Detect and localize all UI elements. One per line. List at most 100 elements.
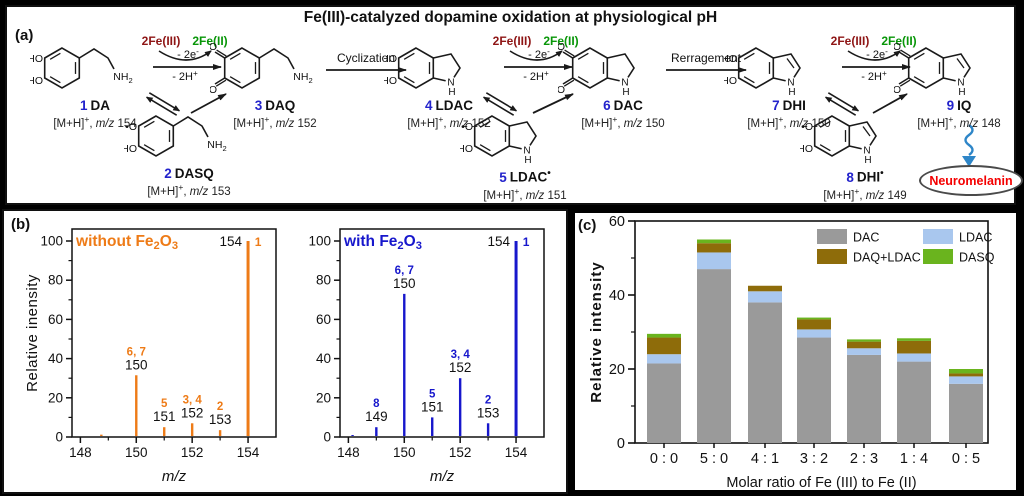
compound-caption: 1 DA: [79, 98, 110, 113]
cyclization-arrow: Cyclization: [326, 51, 407, 73]
panel-a-reaction-scheme: Fe(III)-catalyzed dopamine oxidation at …: [5, 5, 1023, 205]
fe-redox-arrow-3: 2Fe(III) 2Fe(II)- 2e- - 2H+: [831, 34, 917, 83]
svg-text:•O: •O: [801, 121, 813, 133]
svg-text:DASQ: DASQ: [959, 251, 995, 265]
svg-text:H: H: [448, 87, 455, 98]
compound-9-IQ: O O N H 9 IQ [M+H]+, m/z 148: [889, 35, 1024, 131]
bar-3:2-DAC: [797, 337, 831, 443]
x-tick-4:1: 4 : 1: [751, 451, 779, 467]
compound-5-LDAC-radical: •O HO N H 5 LDAC• [M+H]+, m/z 151: [455, 103, 595, 202]
svg-text:- 2H+: - 2H+: [523, 69, 549, 83]
svg-text:HO: HO: [724, 53, 737, 65]
svg-text:- 2e-: - 2e-: [866, 47, 888, 61]
fe-redox-arrow-1: 2Fe(III) 2Fe(II)- 2e- - 2H+: [142, 34, 228, 83]
compound-caption: 8 DHI•: [846, 168, 884, 185]
bar-0:0-DASQ: [647, 333, 681, 338]
svg-text:152: 152: [181, 405, 204, 420]
svg-text:1: 1: [523, 235, 530, 249]
svg-text:154: 154: [220, 234, 243, 249]
bar-0:5-DAQ+LDAC: [949, 373, 983, 377]
spectrum-title: with Fe2O3: [343, 233, 422, 252]
bar-2:3-LDAC: [847, 348, 881, 355]
legend-item-DAQ+LDAC: DAQ+LDAC: [817, 249, 921, 265]
svg-text:HO: HO: [30, 75, 43, 87]
structure-DASQ: [137, 115, 209, 157]
panel-b-label: (b): [11, 216, 31, 233]
chart-ticks: [628, 220, 967, 448]
reaction-arrows-layer: 2Fe(III) 2Fe(II)- 2e-- 2H+2Fe(III) 2Fe(II)…: [142, 34, 976, 167]
arrow-dhir-to-iq: [872, 93, 908, 114]
svg-text:NH2: NH2: [293, 71, 312, 85]
svg-text:HO: HO: [724, 75, 737, 87]
bar-2:3-DAQ+LDAC: [847, 341, 881, 349]
bar-1:4-LDAC: [897, 353, 931, 362]
svg-text:153: 153: [209, 412, 232, 427]
svg-text:5: 5: [161, 398, 168, 410]
svg-text:154: 154: [505, 445, 528, 460]
legend-item-LDAC: LDAC: [923, 229, 992, 245]
spectrum-axes: [339, 228, 545, 438]
structure-LDAC: [397, 47, 461, 89]
svg-text:153: 153: [477, 405, 500, 420]
panel-c-bar-chart: (c) 0 20 40 60 0 : 0 5 : 0 4 : 1 3 : 2 2 : 3 1 : …: [571, 209, 1020, 494]
svg-text:- 2H+: - 2H+: [172, 69, 198, 83]
svg-text:20: 20: [609, 362, 625, 378]
x-tick-5:0: 5 : 0: [700, 451, 728, 467]
neuromelanin-endpoint: Neuromelanin: [919, 165, 1023, 196]
svg-text:H: H: [524, 155, 531, 166]
svg-text:2: 2: [217, 401, 223, 413]
structure-drawing: •O HO NH2: [124, 115, 227, 157]
svg-text:154: 154: [237, 445, 260, 460]
compound-caption: 9 IQ: [946, 98, 972, 113]
x-tick-3:2: 3 : 2: [800, 451, 828, 467]
x-tick-1:4: 1 : 4: [900, 451, 928, 467]
bar-3:2-LDAC: [797, 329, 831, 338]
structure-DHI: [737, 47, 801, 89]
svg-text:150: 150: [393, 276, 416, 291]
bar-5:0-DAC: [697, 269, 731, 443]
svg-text:60: 60: [609, 215, 625, 230]
svg-text:Cyclization: Cyclization: [337, 51, 395, 65]
svg-text:HO: HO: [800, 143, 813, 155]
svg-text:150: 150: [393, 445, 416, 460]
compound-caption: 3 DAQ: [254, 98, 296, 113]
compound-ion-label: [M+H]+, m/z 152: [407, 114, 491, 130]
structure-DHI-radical: [813, 115, 877, 157]
svg-text:40: 40: [316, 351, 331, 366]
bar-1:4-DASQ: [897, 338, 931, 341]
arrow-dasq-to-daq: [190, 93, 227, 114]
rearrangement-arrow: Rerragement: [666, 51, 747, 73]
svg-text:N: N: [957, 78, 964, 89]
compound-ion-label: [M+H]+, m/z 150: [747, 114, 831, 130]
equilibrium-ldac-ldacr: [482, 92, 518, 116]
compound-ion-label: [M+H]+, m/z 152: [233, 114, 317, 130]
bar-4:1-DAC: [748, 302, 782, 443]
svg-text:100: 100: [308, 234, 331, 249]
spectrum-title: without Fe2O3: [75, 233, 178, 252]
stacked-bar-chart: 0 20 40 60 0 : 0 5 : 0 4 : 1 3 : 2 2 : 3 1 : 4 0 :…: [588, 215, 995, 491]
legend: DAC LDAC DAQ+LDAC DASQ: [817, 229, 995, 265]
svg-text:152: 152: [449, 445, 472, 460]
compound-caption: 5 LDAC•: [499, 168, 551, 185]
wavy-arrow-to-neuromelanin: [962, 124, 976, 167]
svg-text:154: 154: [488, 234, 511, 249]
svg-text:60: 60: [316, 312, 331, 327]
x-tick-2:3: 2 : 3: [850, 451, 878, 467]
arrow-ldacr-to-dac: [532, 93, 574, 114]
svg-text:Rerragement: Rerragement: [671, 51, 742, 65]
svg-text:H: H: [864, 155, 871, 166]
svg-text:80: 80: [316, 273, 331, 288]
svg-text:150: 150: [125, 357, 148, 372]
compound-caption: 4 LDAC: [424, 98, 473, 113]
compound-ion-label: [M+H]+, m/z 150: [581, 114, 665, 130]
svg-text:N: N: [523, 146, 530, 157]
svg-text:- 2H+: - 2H+: [861, 69, 887, 83]
svg-text:N: N: [863, 146, 870, 157]
svg-text:0: 0: [323, 430, 331, 445]
structure-IQ: [898, 47, 971, 89]
svg-text:HO: HO: [460, 143, 473, 155]
bar-5:0-LDAC: [697, 252, 731, 270]
spectrum-axes: [71, 228, 277, 438]
